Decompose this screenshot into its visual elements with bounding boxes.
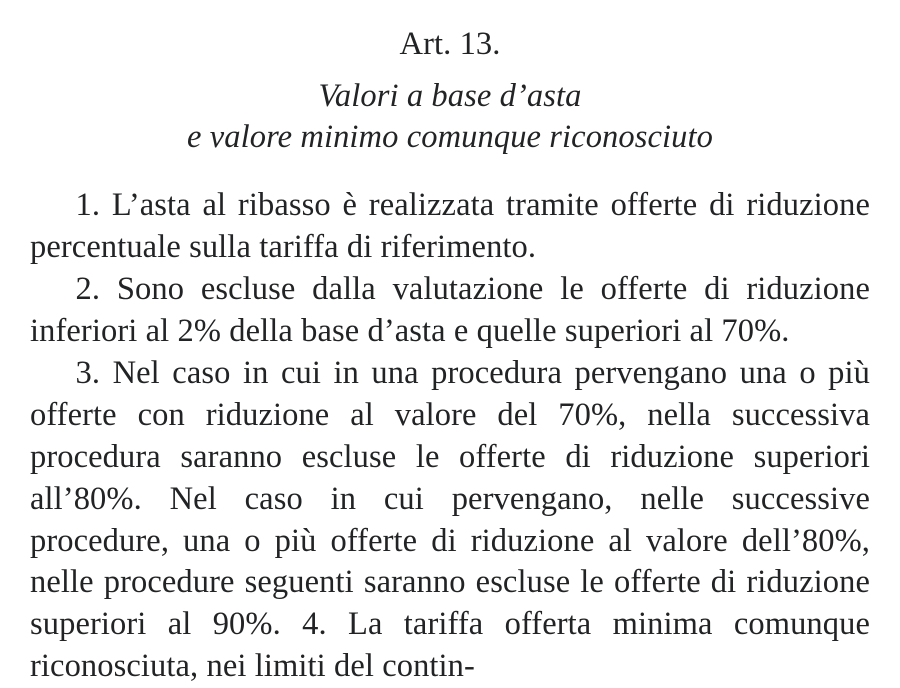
article-body: 1. L’asta al ribasso è realizzata tramit… (30, 185, 870, 688)
paragraph-2: 2. Sono escluse dalla valutazione le off… (30, 269, 870, 353)
article-number: Art. 13. (30, 24, 870, 66)
article-title: Valori a base d’asta e valore minimo com… (30, 76, 870, 157)
paragraph-3: 3. Nel caso in cui in una procedura perv… (30, 353, 870, 688)
document-page: Art. 13. Valori a base d’asta e valore m… (0, 0, 900, 688)
article-title-line-1: Valori a base d’asta (319, 78, 582, 114)
paragraph-1: 1. L’asta al ribasso è realizzata tramit… (30, 185, 870, 269)
article-title-line-2: e valore minimo comunque riconosciuto (187, 119, 713, 155)
